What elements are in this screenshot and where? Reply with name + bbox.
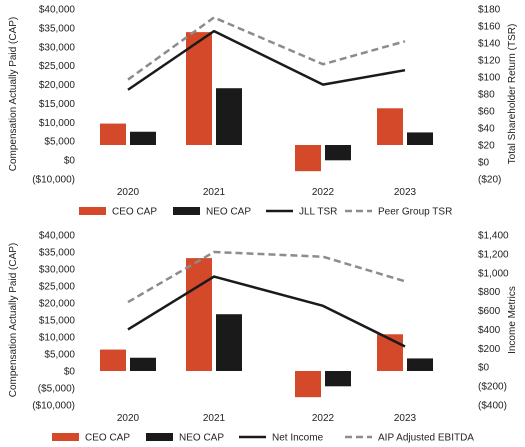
category-label-2020: 2020 bbox=[117, 187, 140, 198]
legend-label: Peer Group TSR bbox=[378, 207, 452, 218]
right-axis-tick-label: $1,200 bbox=[478, 249, 509, 260]
neo-cap-bar-2023 bbox=[407, 132, 433, 145]
neo-cap-bar-2021 bbox=[216, 314, 242, 371]
left-axis-tick-label: $30,000 bbox=[39, 265, 76, 276]
legend-label: NEO CAP bbox=[206, 207, 251, 218]
category-label-2022: 2022 bbox=[312, 413, 335, 424]
left-axis-tick-label: ($10,000) bbox=[32, 175, 75, 186]
legend-swatch bbox=[52, 433, 79, 441]
right-axis-title: Income Metrics bbox=[507, 286, 518, 354]
left-axis-tick-label: $20,000 bbox=[39, 299, 76, 310]
legend-item-ceo-cap: CEO CAP bbox=[79, 207, 157, 218]
ceo-cap-bar-2021 bbox=[186, 258, 212, 371]
right-axis-tick-label: ($400) bbox=[478, 401, 507, 412]
category-label-2022: 2022 bbox=[312, 187, 335, 198]
left-axis-tick-label: ($10,000) bbox=[32, 401, 75, 412]
right-axis-tick-label: ($200) bbox=[478, 382, 507, 393]
right-axis-tick-label: $120 bbox=[478, 56, 501, 67]
legend-label: JLL TSR bbox=[299, 207, 337, 218]
legend-label: AIP Adjusted EBITDA bbox=[378, 433, 474, 444]
neo-cap-bar-2023 bbox=[407, 358, 433, 371]
aip-adjusted-ebitda-line bbox=[127, 250, 406, 304]
right-axis-tick-label: $60 bbox=[478, 107, 495, 118]
left-axis-tick-label: $20,000 bbox=[39, 80, 76, 91]
category-label-2023: 2023 bbox=[394, 187, 417, 198]
legend-item-net-income: Net Income bbox=[239, 433, 324, 444]
right-axis-tick-label: ($20) bbox=[478, 175, 501, 186]
neo-cap-bar-2022 bbox=[325, 371, 351, 387]
category-label-2020: 2020 bbox=[117, 413, 140, 424]
net-income-line bbox=[127, 275, 406, 348]
legend-label: CEO CAP bbox=[112, 207, 157, 218]
neo-cap-bar-2021 bbox=[216, 88, 242, 145]
left-axis-tick-label: $5,000 bbox=[44, 137, 75, 148]
right-axis-tick-label: $0 bbox=[478, 158, 490, 169]
neo-cap-bar-2020 bbox=[130, 131, 156, 145]
neo-cap-bar-2022 bbox=[325, 145, 351, 161]
cap-vs-income-chart: ($10,000) ($5,000) $0 $5,000 $10,000 $15,000 $… bbox=[8, 231, 518, 444]
right-axis-tick-label: $200 bbox=[478, 344, 501, 355]
legend-swatch bbox=[173, 207, 200, 215]
ceo-cap-bar-2020 bbox=[100, 123, 126, 145]
left-axis-tick-label: $15,000 bbox=[39, 316, 76, 327]
ceo-cap-bar-2022 bbox=[295, 145, 321, 172]
ceo-cap-bar-2023 bbox=[377, 108, 403, 145]
right-axis-tick-label: $140 bbox=[478, 39, 501, 50]
ceo-cap-bar-2022 bbox=[295, 371, 321, 398]
left-axis-tick-label: $35,000 bbox=[39, 23, 76, 34]
ceo-cap-bar-2021 bbox=[186, 32, 212, 146]
right-axis-tick-label: $0 bbox=[478, 363, 490, 374]
legend-item-ceo-cap: CEO CAP bbox=[52, 433, 130, 444]
cap-vs-tsr-chart: ($10,000) $0 $5,000 $10,000 $15,000 $20,000 $2… bbox=[8, 5, 518, 218]
left-axis-tick-label: $0 bbox=[64, 156, 76, 167]
jll-tsr-line bbox=[127, 29, 406, 91]
legend-item-aip-adjusted-ebitda: AIP Adjusted EBITDA bbox=[345, 433, 474, 444]
right-axis-tick-label: $800 bbox=[478, 287, 501, 298]
left-axis-tick-label: $10,000 bbox=[39, 333, 76, 344]
right-axis-tick-label: $1,000 bbox=[478, 268, 509, 279]
left-axis-tick-label: $0 bbox=[64, 367, 76, 378]
right-axis-tick-label: $600 bbox=[478, 306, 501, 317]
left-axis-tick-label: $40,000 bbox=[39, 231, 76, 242]
right-axis-tick-label: $100 bbox=[478, 73, 501, 84]
left-axis-tick-label: $10,000 bbox=[39, 118, 76, 129]
legend-item-neo-cap: NEO CAP bbox=[146, 433, 224, 444]
legend-item-jll-tsr: JLL TSR bbox=[266, 207, 337, 218]
legend-swatch bbox=[146, 433, 173, 441]
legend-label: CEO CAP bbox=[85, 433, 130, 444]
right-axis-tick-label: $400 bbox=[478, 325, 501, 336]
category-label-2021: 2021 bbox=[203, 187, 226, 198]
left-axis-tick-label: ($5,000) bbox=[38, 384, 75, 395]
left-axis-tick-label: $30,000 bbox=[39, 42, 76, 53]
left-axis-tick-label: $5,000 bbox=[44, 350, 75, 361]
category-label-2021: 2021 bbox=[203, 413, 226, 424]
right-axis-tick-label: $180 bbox=[478, 5, 501, 16]
left-axis-title: Compensation Actually Paid (CAP) bbox=[8, 17, 19, 172]
right-axis-tick-label: $40 bbox=[478, 124, 495, 135]
right-axis-tick-label: $80 bbox=[478, 90, 495, 101]
legend-item-peer-group-tsr: Peer Group TSR bbox=[345, 207, 452, 218]
legend-item-neo-cap: NEO CAP bbox=[173, 207, 251, 218]
left-axis-tick-label: $35,000 bbox=[39, 248, 76, 259]
left-axis-tick-label: $40,000 bbox=[39, 5, 76, 16]
category-label-2023: 2023 bbox=[394, 413, 417, 424]
left-axis-tick-label: $25,000 bbox=[39, 282, 76, 293]
left-axis-tick-label: $15,000 bbox=[39, 99, 76, 110]
left-axis-tick-label: $25,000 bbox=[39, 61, 76, 72]
right-axis-title: Total Shareholder Return (TSR) bbox=[507, 24, 518, 165]
right-axis-tick-label: $1,400 bbox=[478, 231, 509, 242]
right-axis-tick-label: $20 bbox=[478, 141, 495, 152]
right-axis-tick-label: $160 bbox=[478, 22, 501, 33]
legend-label: Net Income bbox=[272, 433, 324, 444]
legend-label: NEO CAP bbox=[179, 433, 224, 444]
neo-cap-bar-2020 bbox=[130, 357, 156, 371]
left-axis-title: Compensation Actually Paid (CAP) bbox=[8, 243, 19, 398]
peer-group-tsr-line bbox=[127, 16, 406, 81]
ceo-cap-bar-2020 bbox=[100, 349, 126, 371]
legend-swatch bbox=[79, 207, 106, 215]
